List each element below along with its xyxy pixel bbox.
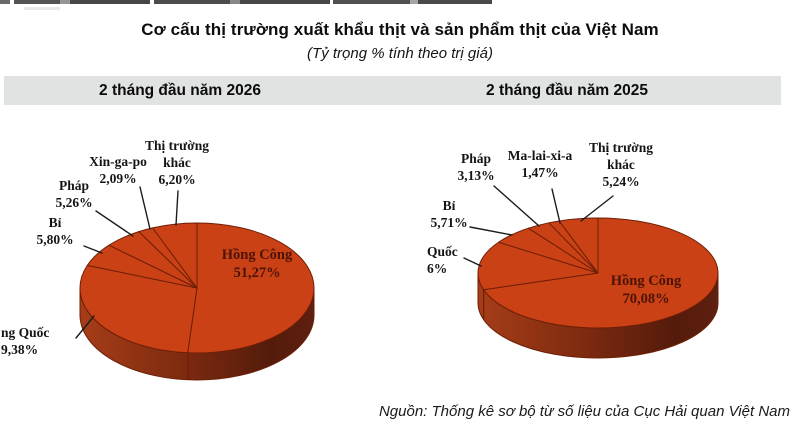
pie-label-name: Ma-lai-xi-a [507, 148, 573, 163]
pie-label-name: Pháp [460, 151, 491, 166]
pie-label-bi-2026: Bỉ 5,80% [20, 214, 90, 248]
period-header-2026: 2 tháng đầu năm 2026 [99, 82, 261, 99]
pie-label-name: Pháp [58, 178, 89, 193]
pie-label-value: 5,71% [430, 215, 468, 230]
pie-label-trung-quoc-2025: Quốc 6% [427, 243, 497, 277]
chart-subtitle: (Tỷ trọng % tính theo trị giá) [307, 45, 493, 62]
pie-label-value: 9,38% [1, 342, 39, 357]
cropped-text-artifact [0, 0, 492, 4]
pie-chart-2026 [75, 186, 315, 381]
pie-label-name: Hồng Công [221, 247, 293, 263]
pie-label-trung-quoc-2026: ng Quốc 9,38% [1, 324, 91, 358]
pie-label-value: 5,24% [602, 174, 640, 189]
pie-label-xin-ga-po-2026: Xin-ga-po 2,09% [76, 153, 160, 187]
chart-title: Cơ cấu thị trường xuất khẩu thịt và sản … [141, 20, 659, 39]
pie-label-phap-2025: Pháp 3,13% [441, 150, 511, 184]
pie-label-value: 2,09% [99, 171, 137, 186]
pie-label-value: 6,20% [158, 172, 196, 187]
pie-label-name: Thị trường khác [589, 140, 653, 172]
pie-label-bi-2025: Bỉ 5,71% [427, 197, 471, 231]
pie-label-name: Xin-ga-po [89, 154, 147, 169]
pie-label-value: 5,26% [55, 195, 93, 210]
period-header-2025: 2 tháng đầu năm 2025 [486, 82, 648, 99]
pie-label-name: Thị trường khác [145, 138, 209, 170]
pie-label-name: Bỉ [48, 215, 62, 230]
pie-label-value: 1,47% [521, 165, 559, 180]
source-note: Nguồn: Thống kê sơ bộ từ số liệu của Cục… [378, 403, 790, 420]
pie-label-value: 3,13% [457, 168, 495, 183]
pie-label-phap-2026: Pháp 5,26% [39, 177, 109, 211]
pie-label-value: 51,27% [233, 265, 281, 281]
pie-label-hong-cong-2025: Hồng Công 70,08% [590, 272, 702, 308]
pie-label-name: Quốc [427, 244, 458, 259]
pie-label-name: Hồng Công [610, 273, 682, 289]
period-header-band: 2 tháng đầu năm 2026 2 tháng đầu năm 202… [4, 76, 781, 105]
pie-label-value: 6% [427, 261, 448, 276]
pie-label-value: 70,08% [622, 291, 670, 307]
pie-chart-2025 [463, 185, 719, 359]
pie-label-thi-truong-khac-2025: Thị trường khác 5,24% [579, 139, 663, 190]
pie-label-ma-lai-xi-a-2025: Ma-lai-xi-a 1,47% [489, 147, 591, 181]
cropped-text-artifact-dash [24, 7, 60, 10]
pie-label-thi-truong-khac-2026: Thị trường khác 6,20% [137, 137, 217, 188]
pie-label-value: 5,80% [36, 232, 74, 247]
pie-label-name: ng Quốc [1, 325, 50, 340]
pie-label-hong-cong-2026: Hồng Công 51,27% [201, 246, 313, 282]
pie-label-name: Bỉ [442, 198, 456, 213]
